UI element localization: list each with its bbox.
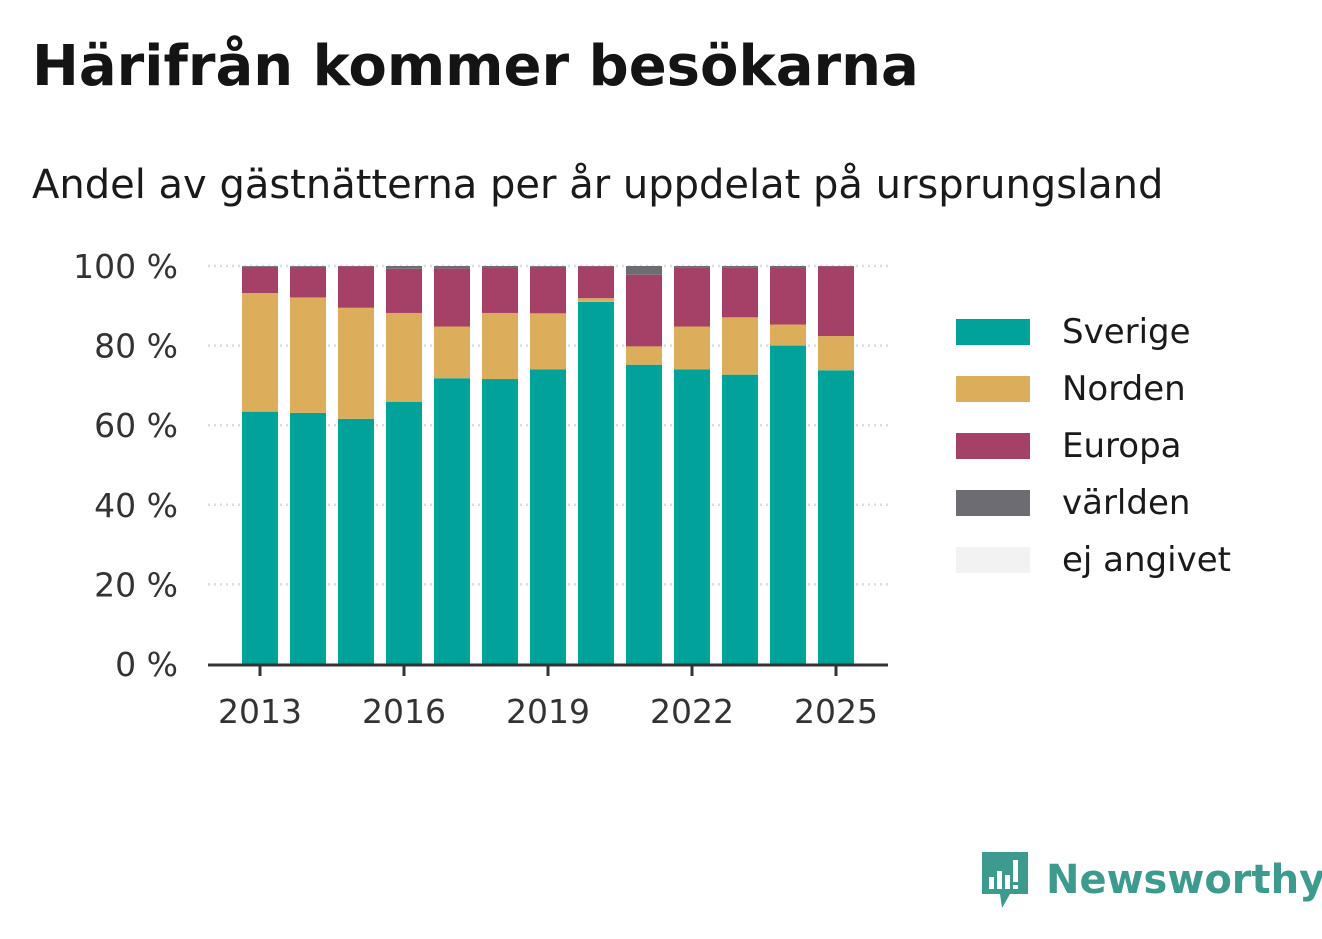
bar-segment-Norden-2018 — [482, 312, 518, 380]
bar-segment-Europa-2022 — [674, 267, 710, 327]
bar-segment-Europa-2014 — [290, 266, 326, 298]
bar-segment-Norden-2014 — [290, 297, 326, 413]
legend-item-norden: Norden — [956, 360, 1186, 417]
bar-segment-Europa-2020 — [578, 266, 614, 299]
bar-segment-världen-2023 — [722, 266, 758, 268]
chart-title: Härifrån kommer besökarna — [32, 34, 919, 99]
bar-segment-Norden-2015 — [338, 307, 374, 419]
x-tick-label: 2013 — [218, 692, 302, 731]
bar-segment-Sverige-2023 — [722, 374, 758, 664]
bar-segment-Norden-2025 — [818, 336, 854, 371]
legend-swatch-europa — [956, 432, 1030, 459]
bar-segment-Europa-2018 — [482, 267, 518, 313]
legend: Sverige Norden Europa världen ej angivet — [956, 303, 1231, 588]
bar-segment-Sverige-2013 — [242, 411, 278, 664]
bar-segment-Europa-2016 — [386, 268, 422, 313]
bar-segment-världen-2017 — [434, 266, 470, 269]
bar-segment-världen-2018 — [482, 266, 518, 268]
bar-segment-Europa-2021 — [626, 274, 662, 347]
bar-segment-Europa-2017 — [434, 268, 470, 327]
bar-segment-Norden-2016 — [386, 312, 422, 402]
bar-segment-Sverige-2018 — [482, 379, 518, 664]
legend-swatch-norden — [956, 375, 1030, 402]
legend-swatch-ej-angivet — [956, 546, 1030, 573]
legend-label-sverige: Sverige — [1062, 311, 1191, 352]
bar-segment-Norden-2013 — [242, 293, 278, 412]
x-axis-labels: 2013 2016 2019 2022 2025 — [218, 692, 878, 731]
bar-segment-världen-2024 — [770, 266, 806, 268]
bar-segment-Sverige-2021 — [626, 364, 662, 664]
y-tick-label: 100 % — [73, 247, 178, 286]
bar-segment-Sverige-2025 — [818, 370, 854, 664]
bar-segment-Norden-2021 — [626, 346, 662, 365]
bar-segment-Sverige-2016 — [386, 401, 422, 664]
y-tick-label: 80 % — [94, 327, 178, 366]
chart-subtitle: Andel av gästnätterna per år uppdelat på… — [32, 162, 1164, 208]
legend-swatch-sverige — [956, 318, 1030, 345]
newsworthy-logo-icon — [982, 852, 1028, 908]
y-axis-labels: 0 % 20 % 40 % 60 % 80 % 100 % — [73, 247, 178, 684]
bar-segment-Norden-2020 — [578, 298, 614, 302]
legend-item-sverige: Sverige — [956, 303, 1191, 360]
legend-label-ej-angivet: ej angivet — [1062, 539, 1231, 580]
y-tick-label: 40 % — [94, 486, 178, 525]
bar-segment-världen-2013 — [242, 266, 278, 267]
x-tick-label: 2022 — [650, 692, 734, 731]
legend-item-varlden: världen — [956, 474, 1190, 531]
legend-swatch-varlden — [956, 489, 1030, 516]
x-tick-label: 2025 — [794, 692, 878, 731]
bar-segment-Sverige-2015 — [338, 418, 374, 664]
brand-name: Newsworthy — [1046, 857, 1322, 903]
bar-segment-Sverige-2020 — [578, 301, 614, 664]
legend-label-norden: Norden — [1062, 368, 1186, 409]
bar-segment-Europa-2013 — [242, 266, 278, 294]
newsworthy-brand: Newsworthy — [980, 850, 1322, 910]
legend-label-varlden: världen — [1062, 482, 1191, 523]
bar-segment-Europa-2023 — [722, 267, 758, 318]
bar-segment-Sverige-2017 — [434, 378, 470, 664]
y-tick-label: 0 % — [115, 645, 178, 684]
bar-segment-Norden-2022 — [674, 326, 710, 370]
bar-segment-Sverige-2022 — [674, 369, 710, 664]
stacked-bar-chart: 0 % 20 % 40 % 60 % 80 % 100 % 2013 2016 2019 202… — [73, 247, 888, 731]
bar-segment-Europa-2015 — [338, 266, 374, 308]
x-tick-label: 2016 — [362, 692, 446, 731]
x-tick-label: 2019 — [506, 692, 590, 731]
bar-segment-Sverige-2014 — [290, 412, 326, 664]
bar-segment-Norden-2017 — [434, 326, 470, 379]
bar-segment-Sverige-2024 — [770, 345, 806, 664]
legend-item-ej-angivet: ej angivet — [956, 531, 1231, 588]
y-tick-label: 20 % — [94, 565, 178, 604]
bar-segment-världen-2016 — [386, 266, 422, 269]
bar-segment-Europa-2024 — [770, 267, 806, 325]
bar-segment-världen-2022 — [674, 266, 710, 268]
bar-segment-Europa-2025 — [818, 266, 854, 337]
bar-segment-Europa-2019 — [530, 266, 566, 314]
axis-layer — [208, 663, 888, 676]
bars-layer — [242, 266, 854, 664]
bar-segment-världen-2021 — [626, 266, 662, 275]
legend-label-europa: Europa — [1062, 425, 1182, 466]
bar-segment-världen-2014 — [290, 266, 326, 267]
y-tick-label: 60 % — [94, 406, 178, 445]
bar-segment-Norden-2023 — [722, 317, 758, 375]
bar-segment-Norden-2019 — [530, 313, 566, 370]
bar-segment-Norden-2024 — [770, 324, 806, 346]
bar-segment-Sverige-2019 — [530, 369, 566, 664]
bar-segment-världen-2019 — [530, 266, 566, 267]
legend-item-europa: Europa — [956, 417, 1181, 474]
